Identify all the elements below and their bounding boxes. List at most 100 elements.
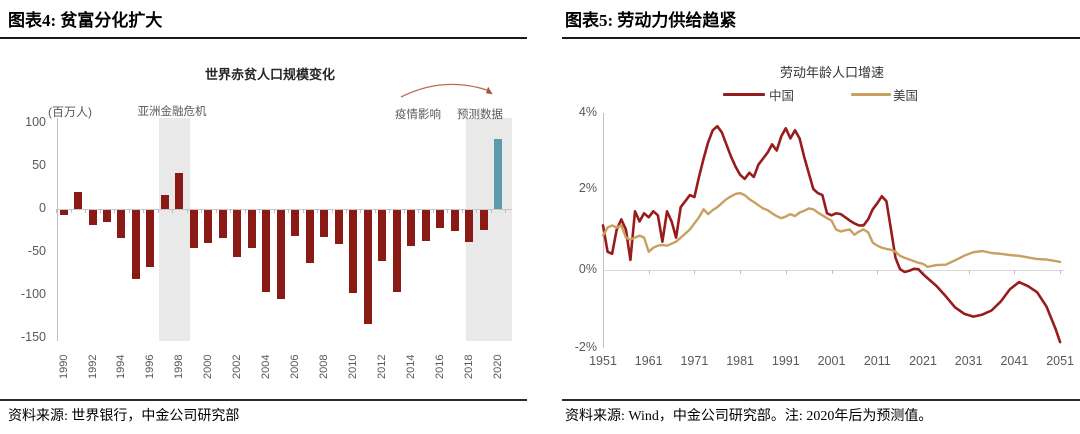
left-tick (403, 209, 405, 213)
left-zero-axis-line (57, 209, 512, 210)
left-ytick-n50: -50 (27, 244, 46, 258)
left-tick (317, 209, 318, 213)
bar-2003 (247, 210, 256, 248)
left-tick (114, 209, 116, 213)
figure4-source-rule (0, 399, 527, 401)
left-tick (186, 209, 188, 213)
right-tick (648, 270, 650, 274)
right-xlabel-1951: 1951 (589, 354, 617, 368)
bar-2013 (392, 210, 401, 292)
right-ytick-n2: -2% (574, 340, 597, 354)
left-axis-unit-label: (百万人) (48, 105, 92, 119)
asian-crisis-annotation: 亚洲金融危机 (137, 106, 207, 118)
bar-2004 (262, 210, 271, 292)
left-tick (490, 209, 492, 213)
bar-2017 (450, 210, 459, 231)
figure4-source: 资料来源: 世界银行，中金公司研究部 (8, 409, 240, 424)
left-tick (346, 209, 347, 213)
left-tick (302, 209, 304, 213)
left-tick (56, 209, 58, 213)
bar-2009 (334, 210, 343, 245)
left-tick (230, 209, 232, 213)
legend-label-china: 中国 (769, 89, 795, 103)
right-xlabel-1981: 1981 (726, 354, 754, 368)
figure5-header: 图表5: 劳动力供给趋紧 (565, 11, 737, 30)
left-tick (201, 209, 203, 213)
right-ytick-0: 0% (578, 262, 597, 276)
bar-2010 (349, 210, 358, 293)
left-tick (70, 209, 72, 213)
covid-arrow-icon (400, 83, 493, 98)
right-tick (831, 270, 833, 274)
right-tick (740, 270, 742, 274)
bar-2015 (421, 210, 430, 241)
left-tick (505, 209, 507, 213)
bar-2012 (378, 210, 387, 262)
legend-line-china-icon (723, 93, 765, 96)
bar-2005 (276, 210, 285, 299)
right-xlabel-1961: 1961 (634, 354, 663, 368)
bar-2020 (494, 139, 502, 209)
left-tick (259, 209, 261, 213)
forecast-annotation: 预测数据 (457, 109, 503, 121)
left-chart-title: 世界赤贫人口规模变化 (204, 67, 335, 82)
right-xlabel-2051: 2051 (1046, 354, 1074, 368)
left-tick (476, 209, 478, 213)
left-tick (172, 209, 174, 213)
asian-crisis-band (159, 118, 190, 341)
left-ytick-n150: -150 (20, 330, 46, 344)
left-ytick-100: 100 (25, 115, 46, 129)
legend-line-us-icon (851, 93, 891, 96)
right-xlabel-1991: 1991 (771, 354, 800, 368)
forecast-band (466, 118, 512, 341)
left-tick (99, 209, 101, 213)
bar-2011 (363, 210, 372, 324)
right-chart-title: 劳动年龄人口增速 (779, 65, 884, 80)
bar-1998 (175, 173, 184, 209)
figure5-source-rule (562, 399, 1080, 401)
left-tick (432, 209, 434, 213)
bar-2000 (204, 210, 213, 244)
us-series-line (601, 191, 1062, 268)
covid-annotation: 疫情影响 (395, 109, 441, 121)
figure5-source: 资料来源: Wind，中金公司研究部。注: 2020年后为预测值。 (565, 409, 933, 424)
left-tick (461, 209, 463, 213)
left-tick (374, 209, 376, 213)
bar-1991 (74, 191, 82, 209)
left-tick (215, 209, 217, 213)
left-tick (360, 209, 362, 213)
bar-2002 (233, 210, 242, 257)
bar-1999 (189, 210, 198, 248)
right-ytick-4: 4% (578, 105, 597, 119)
right-xlabel-2011: 2011 (863, 354, 891, 368)
left-ytick-50: 50 (32, 158, 46, 172)
right-xlabel-1971: 1971 (680, 354, 709, 368)
left-tick (389, 209, 391, 213)
bar-2014 (407, 210, 416, 246)
right-xlabel-2001: 2001 (817, 354, 846, 368)
figure4-header-rule (0, 37, 527, 39)
bar-2018 (465, 210, 473, 243)
left-tick (418, 209, 420, 213)
bar-2008 (320, 210, 329, 237)
figure4-header: 图表4: 贫富分化扩大 (8, 11, 163, 30)
bar-1997 (160, 194, 169, 209)
right-tick (603, 270, 604, 274)
bar-2007 (305, 210, 314, 263)
left-tick (157, 209, 159, 213)
china-series-line (601, 124, 1062, 344)
bar-2016 (436, 210, 445, 228)
right-ytick-2: 2% (578, 181, 597, 195)
left-ytick-0: 0 (39, 201, 46, 215)
left-tick (128, 209, 130, 213)
right-tick (694, 270, 696, 274)
bar-2001 (218, 210, 227, 239)
bar-1994 (117, 210, 126, 239)
left-tick (85, 209, 87, 213)
bar-1990 (59, 210, 68, 216)
left-tick (331, 209, 333, 213)
bar-1992 (88, 210, 97, 226)
right-zero-axis-line (603, 270, 1064, 271)
left-tick (143, 209, 145, 213)
